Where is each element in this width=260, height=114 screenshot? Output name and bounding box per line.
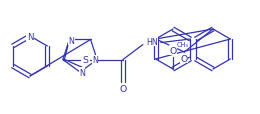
Text: O: O xyxy=(181,54,188,63)
Text: N: N xyxy=(68,37,74,45)
Text: N: N xyxy=(27,32,33,41)
Text: N: N xyxy=(79,68,85,77)
Text: HN: HN xyxy=(146,38,158,47)
Text: S: S xyxy=(82,56,88,65)
Text: CH₃: CH₃ xyxy=(177,42,189,48)
Text: N: N xyxy=(92,56,98,65)
Text: O: O xyxy=(169,46,177,55)
Text: O: O xyxy=(119,84,127,93)
